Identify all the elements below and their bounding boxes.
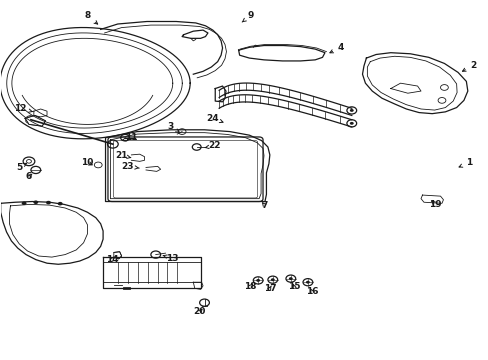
Text: 11: 11 — [122, 133, 137, 142]
Text: 1: 1 — [458, 158, 471, 167]
Text: 6: 6 — [26, 172, 32, 181]
Circle shape — [288, 277, 292, 280]
Text: 18: 18 — [244, 282, 256, 291]
Polygon shape — [25, 116, 45, 126]
Circle shape — [33, 201, 38, 204]
Circle shape — [270, 278, 274, 281]
Text: 7: 7 — [261, 201, 267, 210]
Circle shape — [305, 281, 309, 284]
Text: 10: 10 — [81, 158, 94, 167]
Text: 5: 5 — [16, 163, 26, 172]
Text: 17: 17 — [263, 284, 276, 293]
Text: 16: 16 — [305, 287, 317, 296]
Text: 4: 4 — [329, 43, 344, 53]
Text: 15: 15 — [287, 282, 300, 291]
Circle shape — [58, 202, 62, 206]
Text: 8: 8 — [84, 11, 98, 24]
Circle shape — [349, 109, 353, 112]
Text: 3: 3 — [167, 122, 179, 132]
Text: 20: 20 — [193, 307, 205, 316]
Text: 19: 19 — [428, 200, 441, 209]
Text: 13: 13 — [163, 254, 178, 263]
Text: 23: 23 — [121, 162, 139, 171]
Circle shape — [46, 201, 51, 204]
Text: 21: 21 — [115, 151, 130, 160]
Circle shape — [349, 122, 353, 125]
Circle shape — [256, 279, 260, 282]
Text: 9: 9 — [242, 11, 253, 22]
Text: 24: 24 — [206, 114, 223, 123]
Text: 2: 2 — [462, 61, 476, 71]
Text: 12: 12 — [14, 104, 32, 113]
Text: 14: 14 — [105, 255, 118, 264]
Text: 22: 22 — [204, 141, 220, 150]
Circle shape — [21, 202, 26, 205]
